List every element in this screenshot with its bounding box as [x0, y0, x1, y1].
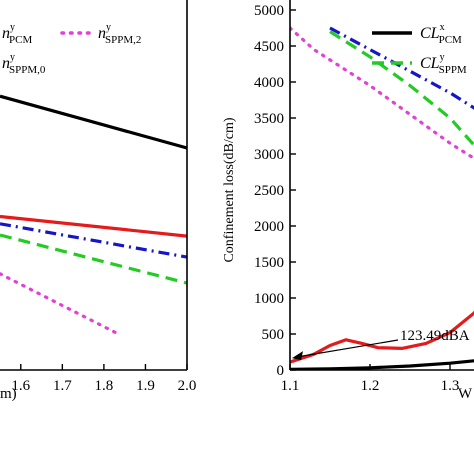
left-legend-entry-sppm0-label: ny SPPM,0 [2, 52, 46, 76]
right-legend-entry-cly-label: CLy SPPM [420, 52, 467, 76]
right-x-tick-label: 1.2 [361, 378, 380, 394]
right-panel: 0 500 1000 1500 2000 2500 3000 3500 4000 4500 5000… [222, 0, 474, 402]
right-y-tick-label: 4000 [254, 75, 284, 91]
left-x-tick-label: 1.9 [136, 378, 155, 394]
left-plot-area [0, 94, 187, 335]
left-x-axis-label: m) [0, 386, 17, 402]
right-x-tick-label: 1.3 [441, 378, 460, 394]
right-series-line-2 [329, 26, 474, 110]
left-series-line-0 [0, 94, 187, 150]
right-y-tick-label: 2000 [254, 219, 284, 235]
left-x-ticks: 1.6 1.7 1.8 1.9 2.0 [11, 364, 196, 394]
left-x-tick-label: 1.7 [53, 378, 72, 394]
left-legend-entry-sppm2-label: ny SPPM,2 [98, 22, 141, 46]
right-plot-area [290, 26, 474, 370]
right-annotation: 123.49dBA [292, 328, 470, 361]
left-x-tick-label: 1.8 [95, 378, 114, 394]
right-y-tick-label: 3000 [254, 147, 284, 163]
left-series-line-4 [0, 272, 119, 335]
left-legend: ny PCM ny SPPM,2 ny SPPM,0 [2, 22, 141, 76]
right-series-line-1 [290, 310, 474, 364]
right-y-tick-label: 1500 [254, 255, 284, 271]
annotation-text: 123.49dBA [400, 328, 470, 344]
left-panel: 1.6 1.7 1.8 1.9 2.0 m) ny PCM ny SPPM,2 ny SPPM,0 [0, 0, 196, 402]
left-series-line-3 [0, 233, 187, 285]
right-y-ticks: 0 500 1000 1500 2000 2500 3000 3500 4000 4500 5000 [254, 3, 296, 379]
annotation-arrow-line [295, 339, 399, 358]
left-x-tick-label: 1.6 [11, 378, 30, 394]
right-y-tick-label: 4500 [254, 39, 284, 55]
right-legend-entry-clx-label: CLx PCM [420, 22, 462, 46]
right-legend: CLx PCM CLy SPPM [372, 22, 467, 76]
right-y-tick-label: 2500 [254, 183, 284, 199]
right-series-line-0 [290, 359, 474, 370]
right-y-tick-label: 5000 [254, 3, 284, 19]
left-legend-entry-pcm-label: ny PCM [2, 22, 32, 46]
right-y-tick-label: 1000 [254, 291, 284, 307]
right-x-tick-label: 1.1 [281, 378, 300, 394]
right-series-line-4 [290, 26, 474, 161]
right-x-ticks: 1.11.21.31.41 [281, 364, 460, 394]
right-x-axis-label: W [458, 386, 473, 402]
right-y-tick-label: 3500 [254, 111, 284, 127]
right-y-tick-label: 0 [277, 363, 285, 379]
right-y-tick-label: 500 [262, 327, 285, 343]
left-series-line-2 [0, 222, 187, 259]
left-series-line-1 [0, 214, 187, 238]
annotation-arrow-head [292, 351, 303, 361]
right-y-axis-label: Confinement loss(dB/cm) [222, 117, 237, 262]
left-x-tick-label: 2.0 [178, 378, 197, 394]
